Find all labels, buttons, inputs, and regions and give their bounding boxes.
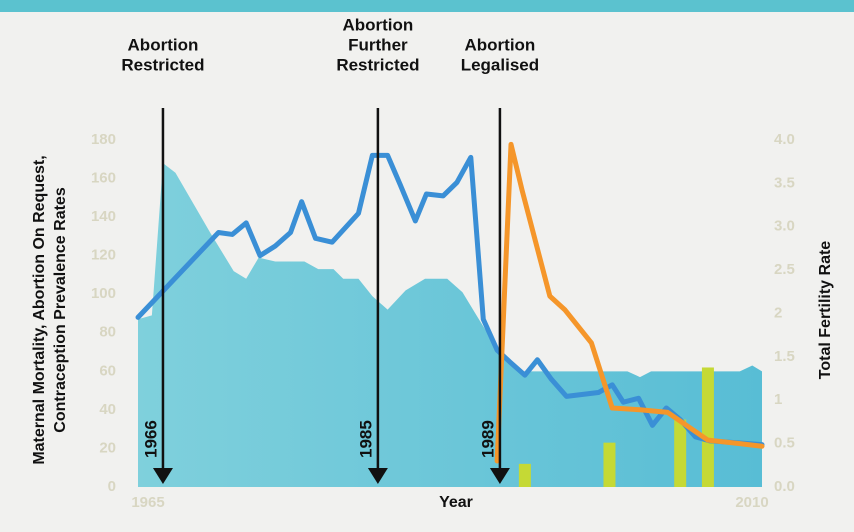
y2-tick-label: 3.0 [774, 218, 795, 235]
y-tick-label: 160 [91, 170, 116, 187]
event-label: Abortion [342, 15, 413, 34]
x-tick-label: 1965 [131, 494, 164, 511]
area [138, 163, 762, 487]
y-tick-label: 120 [91, 247, 116, 264]
plot: 0 20 40 60 80 100 120 140 160 180 0.0 0.5 1 1.5 2 2.5 3.… [91, 15, 795, 510]
bar [603, 442, 616, 487]
line [494, 141, 765, 464]
event-label: Restricted [336, 55, 419, 74]
bar [701, 367, 714, 487]
y-axis-label: Maternal Mortality, Abortion On Request, [31, 155, 48, 464]
y2-tick-label: 2 [774, 304, 782, 321]
top-banner [0, 0, 854, 12]
y-tick-label: 0 [108, 478, 116, 495]
y2-tick-label: 1.5 [774, 348, 795, 365]
event-arrowhead [489, 468, 510, 484]
y-tick-label: 80 [99, 324, 116, 341]
y2-tick-label: 0.5 [774, 435, 795, 452]
y-tick-label: 140 [91, 208, 116, 225]
bar [518, 463, 531, 487]
x-tick-label: 2010 [735, 494, 768, 511]
y-axis-label: Contraception Prevalence Rates [52, 187, 69, 433]
x-axis-label: Year [439, 494, 473, 511]
y2-tick-label: 2.5 [774, 261, 795, 278]
event-year: 1985 [356, 420, 375, 458]
y2-tick-label: 4.0 [774, 131, 795, 148]
event-label: Restricted [121, 55, 204, 74]
y2-tick-label: 3.5 [774, 174, 795, 191]
y-tick-label: 100 [91, 285, 116, 302]
y-tick-label: 20 [99, 439, 116, 456]
bar [674, 419, 687, 487]
event-year: 1966 [141, 420, 160, 458]
y-tick-label: 60 [99, 362, 116, 379]
event-arrowhead [367, 468, 388, 484]
y2-axis-label: Total Fertility Rate [817, 241, 834, 379]
event-arrowhead [152, 468, 173, 484]
event-year: 1989 [478, 420, 497, 458]
event-label: Further [348, 35, 408, 54]
y-tick-label: 40 [99, 401, 116, 418]
y-tick-label: 180 [91, 131, 116, 148]
event-label: Abortion [465, 35, 536, 54]
event-label: Abortion [128, 35, 199, 54]
y2-tick-label: 1 [774, 391, 782, 408]
line [135, 152, 765, 448]
event-label: Legalised [461, 55, 539, 74]
y2-tick-label: 0.0 [774, 478, 795, 495]
